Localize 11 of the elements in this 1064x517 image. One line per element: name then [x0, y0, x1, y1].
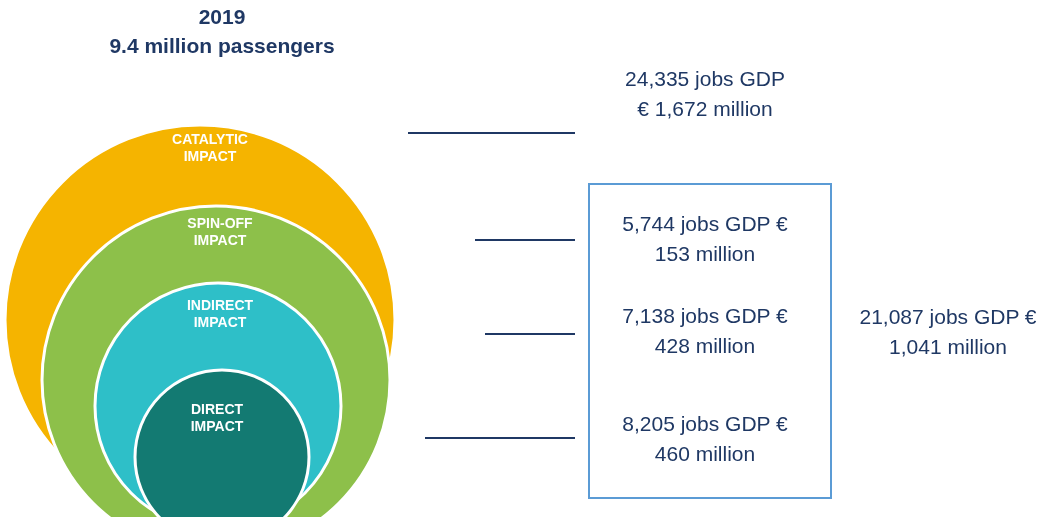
category-label: DIRECT IMPACT — [190, 400, 244, 434]
category-label: CATALYTIC IMPACT — [172, 130, 248, 164]
data-label: 7,138 jobs GDP € 428 million — [622, 303, 789, 357]
data-label: 8,205 jobs GDP € 460 million — [622, 411, 789, 465]
category-label: INDIRECT IMPACT — [186, 296, 254, 330]
data-label: 5,744 jobs GDP € 153 million — [622, 211, 789, 265]
text: 9.4 million passengers — [109, 33, 335, 57]
text: 2019 — [198, 4, 246, 28]
category-label: SPIN-OFF IMPACT — [187, 214, 254, 248]
data-label: 24,335 jobs GDP € 1,672 million — [625, 66, 785, 120]
text: 21,087 jobs GDP € 1,041 million — [859, 304, 1037, 358]
